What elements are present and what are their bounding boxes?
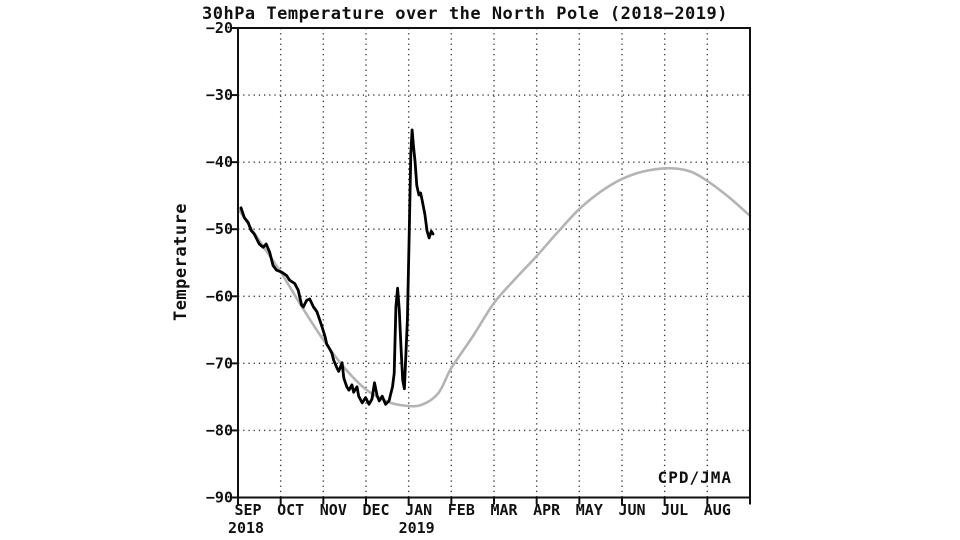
- y-tick-label: −40: [206, 153, 233, 171]
- x-tick-label: DEC: [362, 501, 389, 519]
- series-climatological-normal: [236, 166, 752, 408]
- x-tick-label: AUG: [704, 501, 731, 519]
- x-tick-label: JUL: [661, 501, 688, 519]
- x-tick-label: SEP: [234, 501, 261, 519]
- series-observed-2018-2019: [239, 128, 435, 406]
- y-tick-label: −90: [206, 489, 233, 507]
- source-watermark: CPD/JMA: [658, 468, 732, 487]
- y-tick-label: −60: [206, 287, 233, 305]
- y-tick-label: −30: [206, 86, 233, 104]
- x-tick-label: OCT: [277, 501, 304, 519]
- plot-frame: [237, 27, 751, 499]
- tick-labels: SEP OCT NOV DEC JAN FEB MAR APR MAY JUN JUL AUG 2018…: [206, 19, 731, 537]
- x-tick-label: NOV: [320, 501, 347, 519]
- y-tick-label: −50: [206, 220, 233, 238]
- year-label: 2018: [228, 519, 264, 537]
- grid-lines: [238, 28, 750, 498]
- y-tick-label: −20: [206, 19, 233, 37]
- axes-frame: [231, 27, 751, 505]
- y-axis-title: Temperature: [171, 203, 191, 321]
- x-tick-label: MAR: [490, 501, 518, 519]
- chart-title: 30hPa Temperature over the North Pole (2…: [202, 4, 728, 24]
- x-tick-label: FEB: [448, 501, 475, 519]
- x-tick-label: JAN: [405, 501, 432, 519]
- x-tick-label: APR: [533, 501, 561, 519]
- x-tick-label: MAY: [576, 501, 603, 519]
- year-label: 2019: [399, 519, 435, 537]
- y-tick-label: −80: [206, 421, 233, 439]
- x-tick-label: JUN: [618, 501, 645, 519]
- data-series: [236, 128, 752, 408]
- y-tick-label: −70: [206, 354, 233, 372]
